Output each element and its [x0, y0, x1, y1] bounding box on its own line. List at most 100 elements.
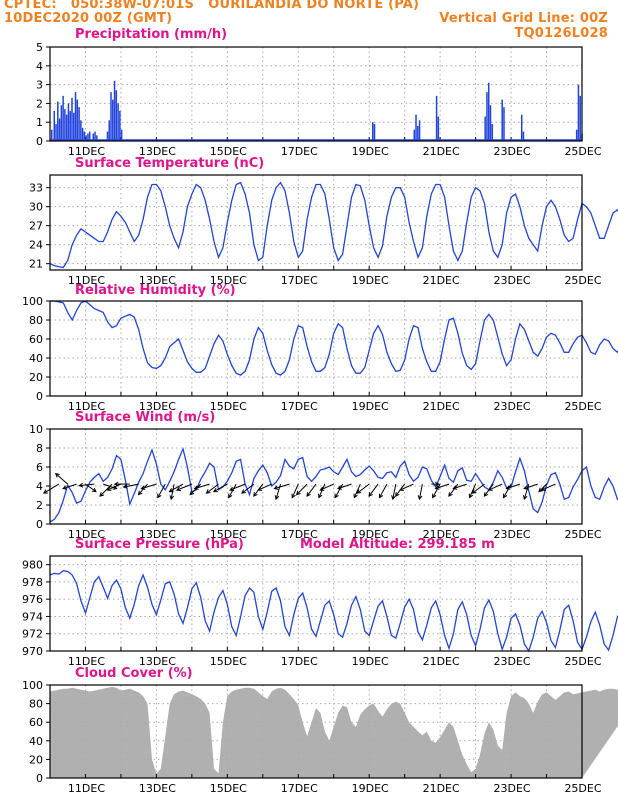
x-tick-label: 15DEC: [210, 400, 247, 413]
precip-bar: [51, 129, 53, 141]
wind-arrow-head: [169, 495, 175, 501]
series-line: [49, 446, 618, 523]
precip-bar: [74, 92, 77, 141]
panel-frame: [49, 46, 583, 142]
panel-title: Surface Wind (m/s): [75, 410, 215, 425]
precip-bar: [78, 107, 80, 141]
precip-bar: [94, 131, 96, 141]
y-tick-label: 970: [22, 645, 43, 658]
wind-arrow: [353, 483, 361, 498]
panel-title: Surface Pressure (hPa): [75, 537, 244, 552]
precip-bar: [413, 129, 415, 141]
x-tick-label: 11DEC: [68, 145, 105, 158]
y-tick-label: 10: [29, 423, 43, 436]
x-tick-label: 25DEC: [564, 400, 601, 413]
wind-arrow-head: [175, 486, 181, 492]
y-tick-label: 0: [36, 518, 43, 531]
wind-arrow-head: [78, 482, 84, 488]
precip-bar: [501, 99, 503, 141]
wind-arrow: [43, 483, 60, 494]
y-tick-label: 20: [29, 753, 43, 766]
wind-arrow: [157, 483, 166, 498]
wind-arrow: [274, 483, 290, 490]
wind-arrow-head: [391, 495, 396, 501]
panel-title: Cloud Cover (%): [75, 666, 193, 681]
panel-frame: [49, 174, 583, 271]
wind-arrow: [356, 483, 370, 494]
wind-arrow-head: [378, 493, 384, 499]
x-tick-label: 11DEC: [68, 400, 105, 413]
precip-bar: [484, 116, 486, 141]
wind-arrow-head: [62, 485, 68, 490]
wind-arrow-head: [140, 485, 146, 490]
wind-arrow: [55, 473, 69, 485]
precip-bar: [520, 114, 523, 141]
precip-bar: [486, 92, 488, 141]
wind-arrow-head: [295, 490, 301, 496]
wind-arrow-head: [122, 484, 128, 489]
wind-arrow-head: [523, 485, 529, 490]
wind-arrow-head: [540, 486, 546, 491]
x-tick-label: 17DEC: [281, 782, 318, 795]
wind-arrow-head: [291, 493, 296, 499]
wind-arrow: [85, 483, 97, 493]
x-tick-label: 23DEC: [494, 274, 531, 287]
x-tick-label: 13DEC: [139, 145, 176, 158]
wind-arrow-head: [538, 487, 544, 493]
wind-arrow-head: [228, 493, 233, 499]
precip-bar: [112, 99, 114, 141]
wind-arrow-head: [483, 492, 489, 497]
panel-frame: [49, 555, 583, 652]
y-tick-label: 33: [29, 182, 43, 195]
precip-bar: [503, 107, 505, 141]
precip-bar: [437, 116, 440, 141]
y-tick-label: 8: [36, 442, 43, 455]
wind-arrow-head: [503, 493, 508, 499]
x-tick-label: 17DEC: [281, 274, 318, 287]
wind-arrow-head: [505, 485, 511, 490]
precip-bar: [53, 110, 56, 141]
wind-arrow-head: [274, 495, 280, 501]
cloud-area: [50, 686, 618, 778]
x-tick-label: 25DEC: [564, 274, 601, 287]
wind-arrow-head: [253, 492, 258, 497]
precip-bar: [418, 120, 421, 141]
wind-arrow: [213, 483, 228, 493]
wind-arrow: [318, 483, 326, 498]
precip-bar: [57, 101, 59, 141]
precip-bar: [85, 135, 87, 141]
precip-bar: [83, 131, 86, 141]
y-tick-label: 0: [36, 135, 43, 148]
x-tick-label: 13DEC: [139, 400, 176, 413]
wind-arrow: [169, 483, 184, 493]
y-tick-label: 6: [36, 461, 43, 474]
precip-bar: [371, 122, 374, 141]
panel-title: Surface Temperature (nC): [75, 156, 264, 171]
x-tick-label: 13DEC: [139, 274, 176, 287]
precip-bar: [522, 131, 525, 141]
wind-arrow: [432, 483, 441, 498]
x-tick-label: 21DEC: [423, 145, 460, 158]
y-tick-label: 100: [22, 295, 43, 308]
y-tick-label: 40: [29, 735, 43, 748]
wind-arrow-head: [273, 485, 279, 490]
x-tick-label: 15DEC: [210, 145, 247, 158]
x-tick-label: 23DEC: [494, 782, 531, 795]
x-tick-label: 11DEC: [68, 655, 105, 668]
wind-arrow: [541, 483, 556, 491]
y-tick-label: 976: [22, 593, 43, 606]
precip-bar: [491, 124, 494, 141]
precip-bar: [106, 131, 109, 141]
y-tick-label: 5: [36, 41, 43, 54]
panel-frame: [49, 684, 583, 779]
wind-arrow: [334, 483, 344, 498]
wind-arrow-head: [448, 492, 453, 497]
wind-arrow-head: [395, 492, 400, 497]
y-tick-label: 0: [36, 390, 43, 403]
x-tick-label: 23DEC: [494, 528, 531, 541]
x-tick-label: 15DEC: [210, 782, 247, 795]
wind-arrow-head: [334, 493, 339, 499]
x-tick-label: 25DEC: [564, 145, 601, 158]
x-tick-label: 19DEC: [352, 145, 389, 158]
wind-arrow-head: [212, 487, 218, 493]
